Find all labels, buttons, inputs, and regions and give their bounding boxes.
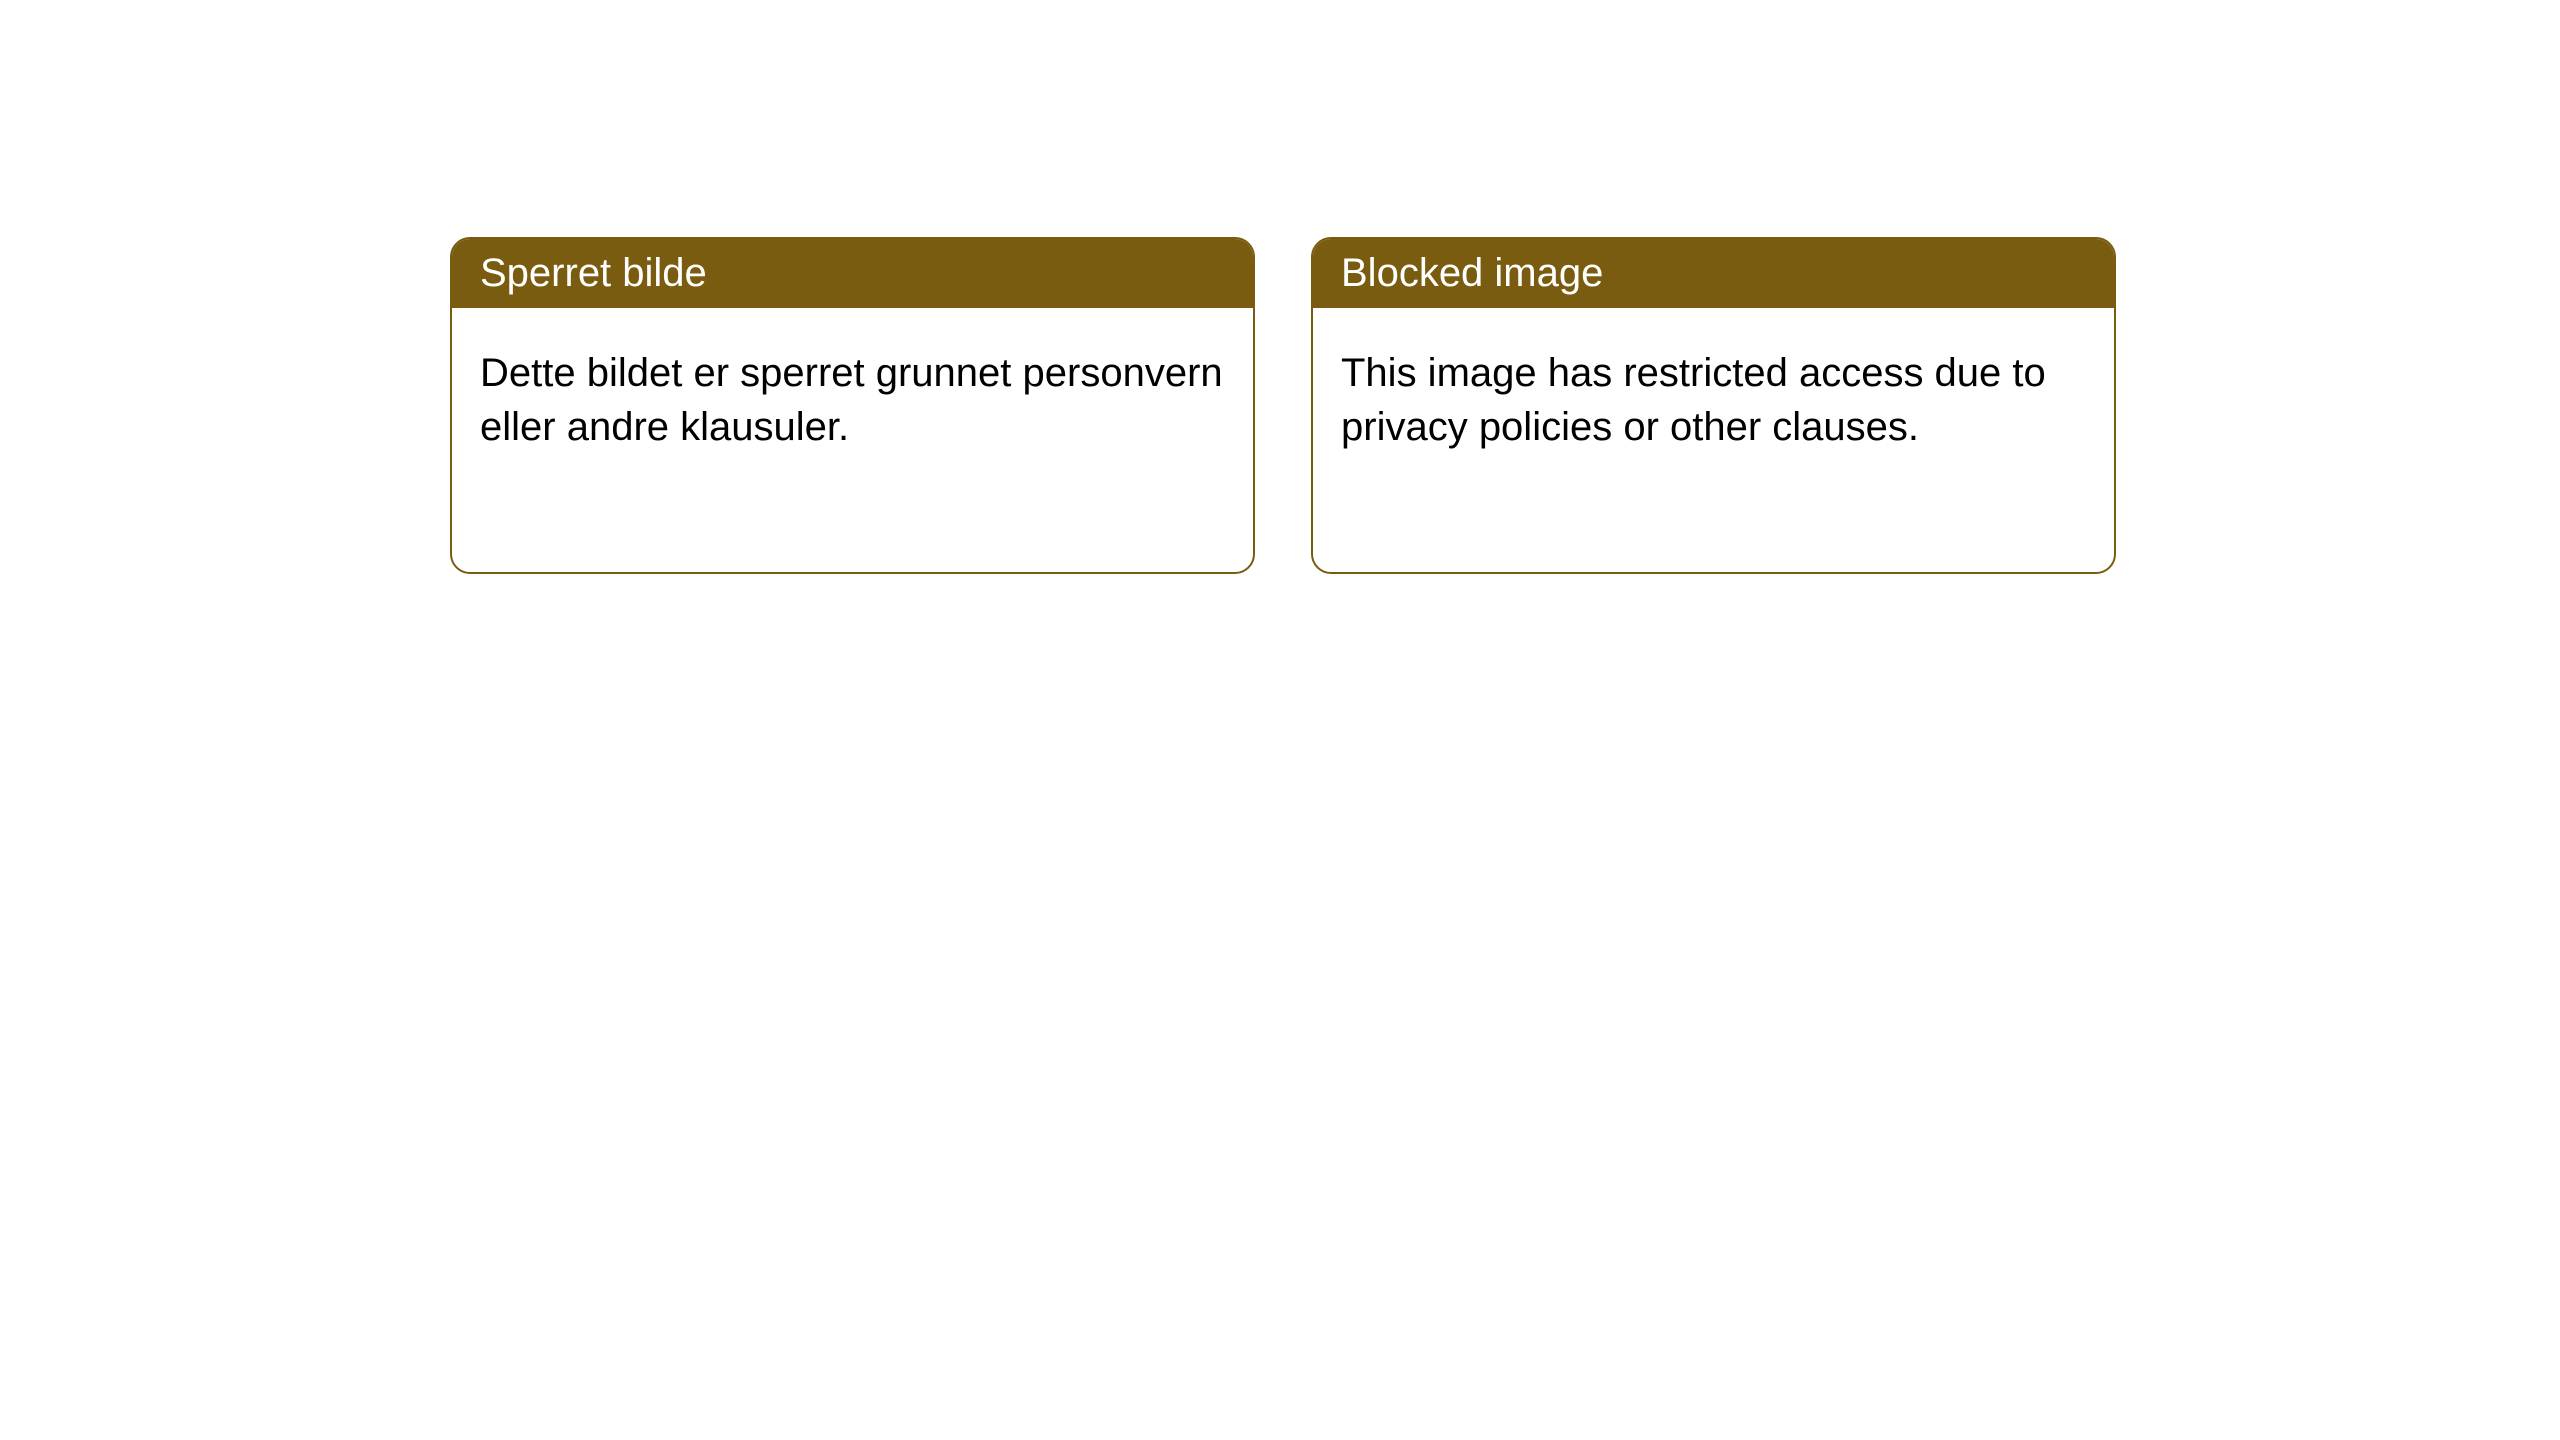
notice-card-title: Sperret bilde <box>452 239 1253 308</box>
notice-card-english: Blocked image This image has restricted … <box>1311 237 2116 574</box>
notice-card-body: Dette bildet er sperret grunnet personve… <box>452 308 1253 492</box>
notice-card-norwegian: Sperret bilde Dette bildet er sperret gr… <box>450 237 1255 574</box>
notice-card-body: This image has restricted access due to … <box>1313 308 2114 492</box>
notice-card-title: Blocked image <box>1313 239 2114 308</box>
notice-cards-container: Sperret bilde Dette bildet er sperret gr… <box>450 237 2116 574</box>
